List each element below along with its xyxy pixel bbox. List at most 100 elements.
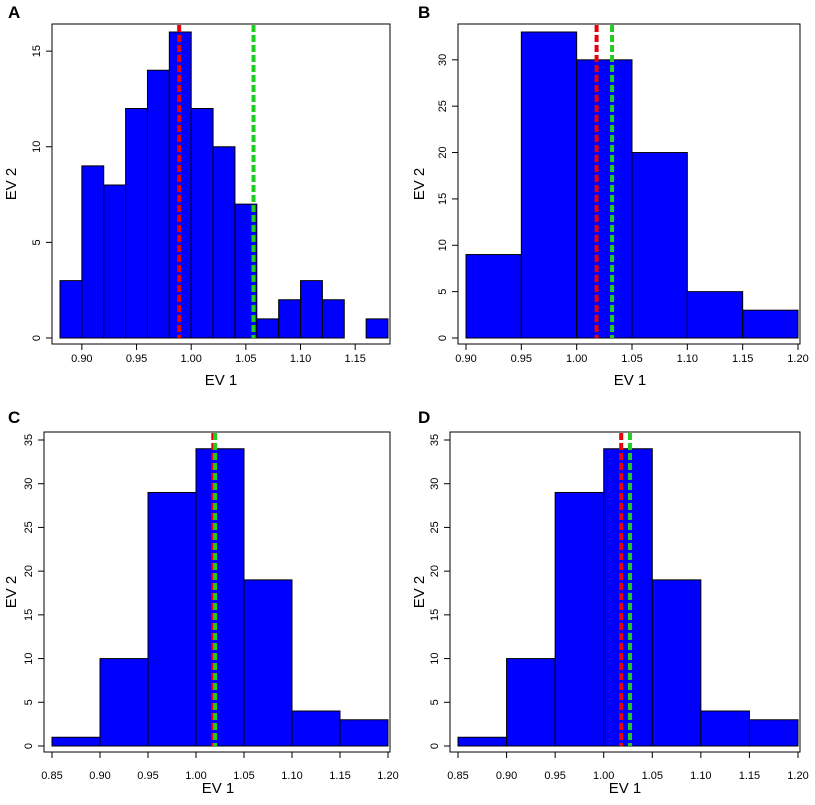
y-tick-label: 35 bbox=[429, 434, 441, 446]
x-tick-label: 1.10 bbox=[677, 353, 698, 365]
histogram-bar bbox=[51, 736, 101, 747]
y-tick-label: 5 bbox=[429, 699, 441, 705]
x-tick-label: 0.90 bbox=[71, 353, 92, 365]
histogram-bar bbox=[212, 146, 236, 339]
panel-label: D bbox=[418, 408, 430, 427]
histogram-bar bbox=[146, 69, 170, 339]
x-tick-label: 1.15 bbox=[739, 770, 760, 782]
y-tick-label: 30 bbox=[437, 54, 449, 66]
histogram-bar bbox=[700, 710, 750, 747]
y-tick-label: 30 bbox=[23, 478, 35, 490]
histogram-bar bbox=[651, 579, 702, 747]
x-tick-label: 0.90 bbox=[496, 770, 517, 782]
x-axis-label: EV 1 bbox=[614, 372, 647, 389]
histogram-bar bbox=[234, 203, 258, 339]
histogram-bar bbox=[339, 719, 389, 747]
x-tick-label: 1.20 bbox=[377, 770, 398, 782]
y-axis-label: EV 2 bbox=[3, 576, 20, 609]
x-tick-label: 0.85 bbox=[41, 770, 62, 782]
plot-frame bbox=[43, 431, 391, 753]
x-tick-label: 1.05 bbox=[621, 353, 642, 365]
histogram-bar bbox=[190, 108, 214, 339]
histogram-bar bbox=[465, 254, 522, 339]
histogram-bar bbox=[195, 448, 245, 747]
y-axis-label: EV 2 bbox=[411, 168, 428, 201]
x-tick-label: 0.95 bbox=[544, 770, 565, 782]
histogram-panel-c: 0.85 0.90 0.95 1.00 1.05 1.10 1.15 1.20 0 5 10 15 20… bbox=[3, 408, 399, 797]
y-tick-label: 15 bbox=[31, 45, 43, 57]
y-tick-label: 15 bbox=[23, 609, 35, 621]
x-tick-label: 1.10 bbox=[290, 353, 311, 365]
x-tick-label: 1.00 bbox=[566, 353, 587, 365]
x-tick-label: 1.00 bbox=[180, 353, 201, 365]
histogram-bar bbox=[278, 299, 302, 339]
histogram-bar bbox=[631, 152, 688, 339]
x-tick-label: 1.10 bbox=[281, 770, 302, 782]
histogram-bar bbox=[520, 31, 578, 339]
x-tick-label: 0.95 bbox=[137, 770, 158, 782]
histogram-bar bbox=[103, 184, 127, 339]
histogram-bar bbox=[576, 59, 633, 339]
histogram-bar bbox=[742, 309, 799, 339]
y-tick-label: 15 bbox=[429, 609, 441, 621]
x-tick-label: 1.05 bbox=[233, 770, 254, 782]
y-tick-label: 20 bbox=[23, 565, 35, 577]
histogram-bar bbox=[59, 280, 83, 339]
x-tick-label: 1.00 bbox=[593, 770, 614, 782]
y-tick-label: 10 bbox=[429, 652, 441, 664]
panel-label: C bbox=[8, 408, 20, 427]
y-tick-label: 0 bbox=[31, 335, 43, 341]
y-axis-label: EV 2 bbox=[3, 168, 20, 201]
y-tick-label: 0 bbox=[23, 743, 35, 749]
x-tick-label: 0.85 bbox=[447, 770, 468, 782]
x-axis-label: EV 1 bbox=[205, 372, 238, 389]
y-tick-label: 10 bbox=[23, 652, 35, 664]
y-tick-label: 15 bbox=[437, 193, 449, 205]
x-tick-label: 1.15 bbox=[344, 353, 365, 365]
histogram-bar bbox=[300, 280, 323, 339]
plot-frame bbox=[51, 23, 391, 345]
y-tick-label: 0 bbox=[429, 743, 441, 749]
histogram-bar bbox=[365, 318, 389, 339]
histogram-panel-b: 0.90 0.95 1.00 1.05 1.10 1.15 1.20 0 5 10 15 20 25 30… bbox=[411, 3, 809, 389]
histogram-bar bbox=[99, 658, 149, 747]
histogram-bar bbox=[457, 736, 508, 747]
plot-frame bbox=[457, 23, 801, 345]
y-tick-label: 25 bbox=[429, 521, 441, 533]
x-tick-label: 1.15 bbox=[329, 770, 350, 782]
x-tick-label: 1.05 bbox=[642, 770, 663, 782]
panel-label: A bbox=[8, 3, 20, 22]
histogram-bar bbox=[81, 165, 105, 339]
histogram-bar bbox=[506, 658, 556, 747]
y-tick-label: 25 bbox=[437, 100, 449, 112]
histogram-bar bbox=[321, 299, 345, 339]
histogram-panel-a: 0.90 0.95 1.00 1.05 1.10 1.15 0 5 10 15 EV 1 EV 2 A bbox=[3, 3, 391, 389]
y-tick-label: 10 bbox=[31, 141, 43, 153]
y-tick-label: 25 bbox=[23, 521, 35, 533]
y-tick-label: 35 bbox=[23, 434, 35, 446]
y-tick-label: 20 bbox=[437, 146, 449, 158]
y-tick-label: 5 bbox=[437, 289, 449, 295]
x-tick-label: 0.90 bbox=[455, 353, 476, 365]
histogram-bar bbox=[256, 318, 280, 339]
x-tick-label: 1.00 bbox=[185, 770, 206, 782]
x-tick-label: 0.95 bbox=[511, 353, 532, 365]
histogram-bar bbox=[147, 491, 197, 747]
x-tick-label: 0.90 bbox=[89, 770, 110, 782]
histogram-bar bbox=[748, 719, 799, 747]
histogram-bar bbox=[243, 579, 293, 747]
y-tick-label: 20 bbox=[429, 565, 441, 577]
panel-label: B bbox=[418, 3, 430, 22]
x-axis-label: EV 1 bbox=[202, 780, 235, 797]
histogram-bar bbox=[125, 108, 148, 339]
x-tick-label: 1.20 bbox=[787, 770, 808, 782]
y-tick-label: 5 bbox=[23, 699, 35, 705]
y-tick-label: 0 bbox=[437, 335, 449, 341]
x-tick-label: 1.20 bbox=[787, 353, 808, 365]
y-tick-label: 5 bbox=[31, 239, 43, 245]
histogram-bar bbox=[291, 710, 341, 747]
x-tick-label: 1.15 bbox=[732, 353, 753, 365]
y-axis-label: EV 2 bbox=[411, 576, 428, 609]
